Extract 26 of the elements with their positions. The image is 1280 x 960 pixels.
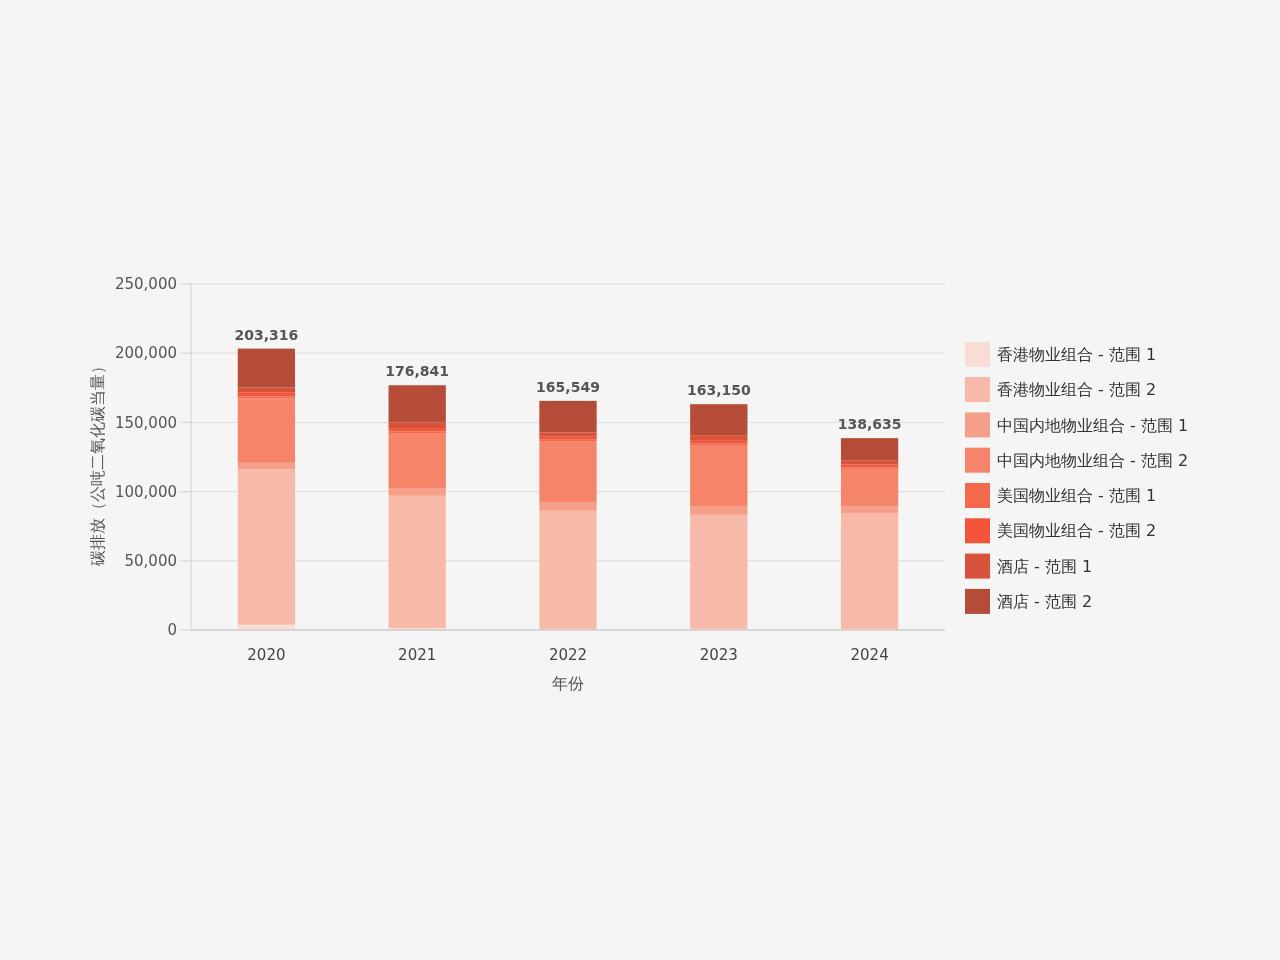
y-tick-label: 0 (167, 621, 177, 640)
total-label: 176,841 (385, 363, 450, 380)
legend-label: 香港物业组合 - 范围 1 (997, 344, 1157, 364)
y-tick-label: 250,000 (114, 275, 177, 294)
total-label: 138,635 (837, 416, 902, 433)
x-tick-label: 2021 (398, 646, 437, 664)
y-tick-label: 100,000 (114, 482, 177, 501)
x-tick-label: 2022 (548, 646, 588, 664)
y-tick-label: 200,000 (114, 344, 177, 363)
y-tick-label: 150,000 (114, 413, 177, 432)
x-tick-label: 2023 (699, 646, 738, 664)
legend-label: 香港物业组合 - 范围 2 (997, 380, 1157, 400)
total-label: 165,549 (536, 378, 600, 395)
y-axis-title: 碳排放（公吨二氧化碳当量） (88, 358, 107, 567)
x-tick-label: 2024 (850, 646, 889, 664)
legend-label: 美国物业组合 - 范围 1 (997, 486, 1157, 506)
total-label: 203,316 (234, 326, 299, 343)
legend-label: 中国内地物业组合 - 范围 2 (997, 450, 1189, 470)
x-tick-label: 2020 (247, 646, 286, 664)
legend-label: 美国物业组合 - 范围 2 (997, 521, 1157, 541)
x-axis-title: 年份 (552, 674, 584, 693)
legend-label: 中国内地物业组合 - 范围 1 (997, 415, 1189, 435)
y-tick-label: 50,000 (124, 552, 177, 571)
legend-label: 酒店 - 范围 1 (997, 556, 1093, 576)
legend-label: 酒店 - 范围 2 (997, 592, 1093, 611)
total-label: 163,150 (686, 382, 751, 399)
